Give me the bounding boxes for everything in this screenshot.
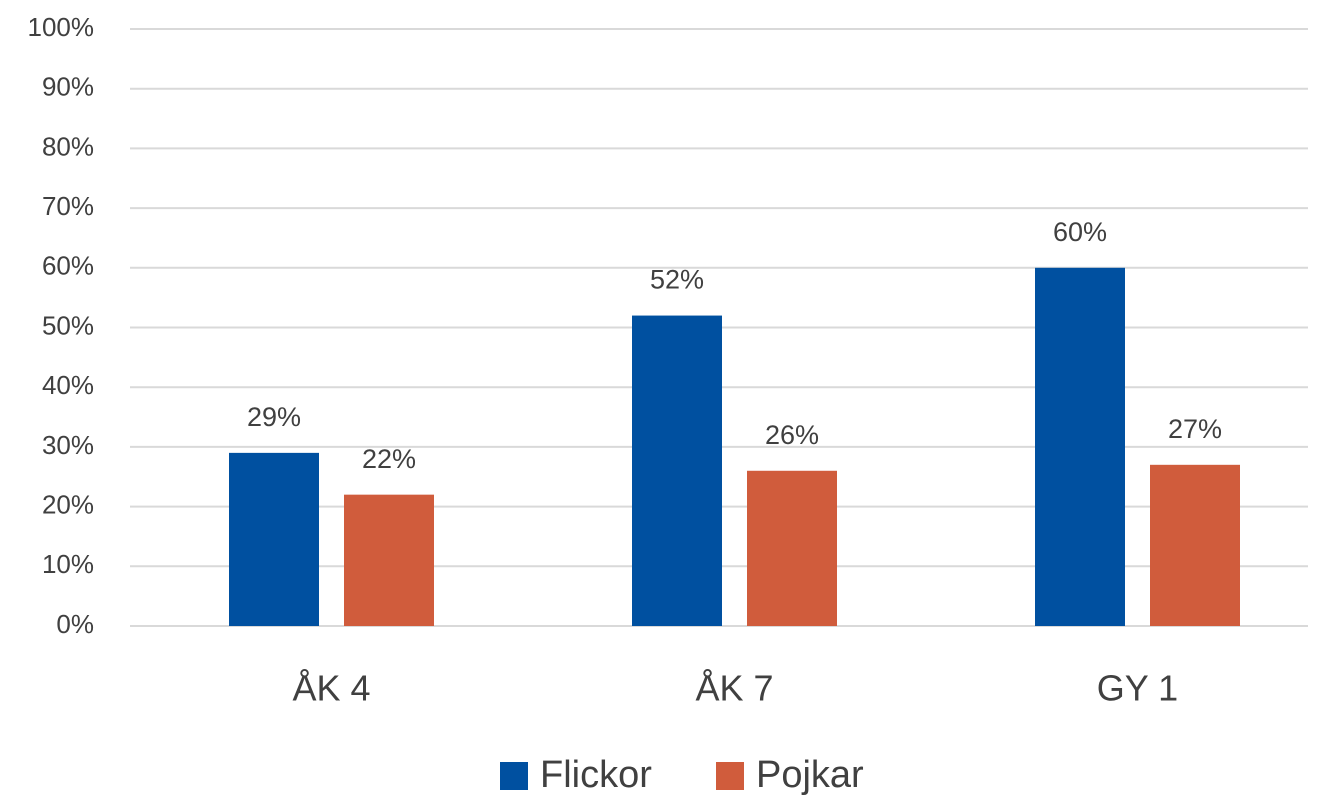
- value-label: 29%: [247, 402, 301, 432]
- value-label: 52%: [650, 265, 704, 295]
- bar: [632, 315, 722, 626]
- legend-swatch: [716, 762, 744, 790]
- value-label: 22%: [362, 444, 416, 474]
- y-tick-label: 100%: [28, 12, 95, 42]
- y-tick-label: 40%: [42, 370, 94, 400]
- value-label: 27%: [1168, 414, 1222, 444]
- bar: [229, 452, 319, 626]
- bar: [1150, 464, 1240, 626]
- bar: [1035, 267, 1125, 626]
- x-tick-label: ÅK 7: [695, 668, 773, 709]
- legend-swatch: [500, 762, 528, 790]
- bar: [747, 470, 837, 626]
- value-label: 26%: [765, 420, 819, 450]
- y-tick-label: 30%: [42, 430, 94, 460]
- y-tick-label: 90%: [42, 72, 94, 102]
- y-tick-label: 70%: [42, 191, 94, 221]
- y-tick-label: 50%: [42, 310, 94, 340]
- y-tick-label: 10%: [42, 549, 94, 579]
- x-tick-label: GY 1: [1097, 668, 1178, 709]
- legend-label: Flickor: [540, 754, 652, 796]
- x-tick-label: ÅK 4: [292, 668, 370, 709]
- bar: [344, 494, 434, 626]
- legend-label: Pojkar: [756, 754, 864, 796]
- value-label: 60%: [1053, 217, 1107, 247]
- y-tick-label: 60%: [42, 251, 94, 281]
- y-tick-label: 80%: [42, 131, 94, 161]
- y-tick-label: 20%: [42, 489, 94, 519]
- y-tick-label: 0%: [56, 609, 94, 639]
